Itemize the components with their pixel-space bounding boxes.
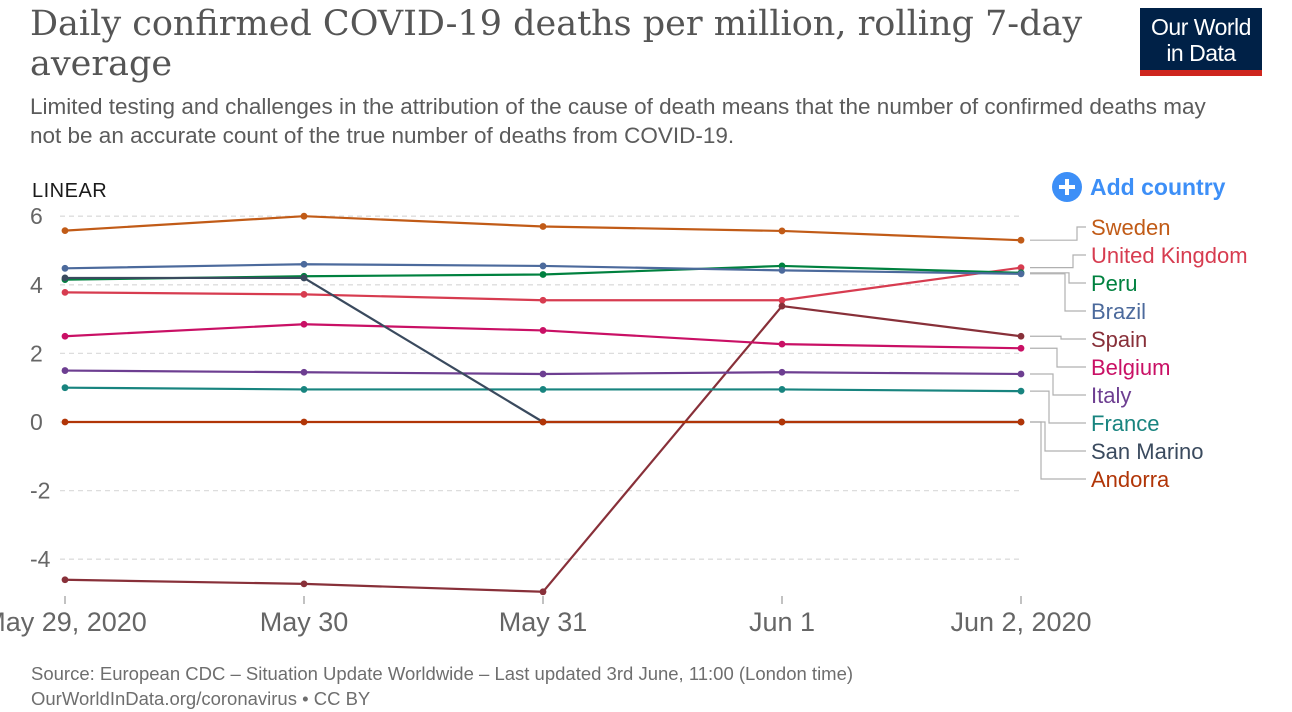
- legend-label: Italy: [1091, 383, 1131, 408]
- data-point: [1017, 370, 1025, 378]
- data-point: [539, 223, 547, 230]
- data-point: [61, 332, 69, 340]
- legend-connector: [1030, 226, 1086, 241]
- data-point: [61, 264, 69, 272]
- legend-label: Brazil: [1091, 299, 1146, 324]
- data-point: [539, 262, 547, 270]
- legend-connector: [1030, 421, 1086, 452]
- legend-label: Sweden: [1091, 215, 1171, 240]
- data-point: [778, 386, 786, 393]
- x-tick-label: May 29, 2020: [0, 607, 147, 637]
- series-line: [64, 304, 1022, 593]
- legend-label: Spain: [1091, 327, 1147, 352]
- data-point: [778, 296, 786, 304]
- data-point: [1017, 332, 1025, 340]
- data-point: [300, 320, 308, 328]
- y-tick-label: 0: [30, 409, 43, 435]
- plus-circle-icon: [1052, 172, 1082, 202]
- legend-label: Peru: [1091, 271, 1137, 296]
- data-point: [778, 302, 786, 310]
- logo-line-1: Our World: [1151, 14, 1251, 40]
- legend-connector: [1030, 390, 1086, 424]
- scale-toggle-button[interactable]: LINEAR: [32, 180, 108, 202]
- credit-link[interactable]: OurWorldInData.org/coronavirus • CC BY: [31, 688, 371, 709]
- data-point: [539, 370, 547, 378]
- data-point: [778, 368, 786, 376]
- data-point: [1017, 270, 1025, 278]
- data-point: [1017, 387, 1025, 395]
- data-point: [300, 580, 308, 588]
- chart-title: Daily confirmed COVID-19 deaths per mill…: [30, 4, 1083, 84]
- x-tick-label: Jun 2, 2020: [950, 607, 1091, 637]
- data-point: [1017, 344, 1025, 352]
- chart-subtitle: Limited testing and challenges in the at…: [30, 94, 1206, 148]
- data-point: [539, 327, 547, 334]
- legend-label: France: [1091, 411, 1159, 436]
- data-point: [778, 340, 786, 348]
- data-point: [300, 368, 308, 376]
- data-point: [539, 386, 547, 393]
- legend-connector: [1030, 273, 1086, 312]
- footer: Source: European CDC – Situation Update …: [31, 661, 853, 711]
- data-point: [300, 386, 308, 393]
- legend-connector: [1030, 254, 1086, 269]
- y-tick-label: -2: [30, 478, 50, 504]
- data-point: [300, 418, 308, 426]
- legend-connector: [1030, 421, 1086, 480]
- legend-connector: [1030, 335, 1086, 340]
- data-point: [61, 367, 69, 374]
- y-tick-label: 4: [30, 272, 43, 298]
- data-point: [539, 418, 547, 426]
- data-point: [1017, 418, 1025, 426]
- data-point: [61, 288, 69, 296]
- owid-logo[interactable]: Our World in Data: [1140, 8, 1262, 76]
- data-point: [778, 418, 786, 426]
- x-tick-label: Jun 1: [749, 607, 815, 637]
- y-tick-label: 2: [30, 340, 43, 366]
- data-point: [61, 576, 69, 584]
- data-point: [539, 588, 547, 596]
- x-tick-label: May 31: [499, 607, 588, 637]
- data-point: [300, 274, 308, 282]
- data-point: [300, 291, 308, 298]
- data-point: [61, 227, 69, 235]
- data-point: [539, 271, 547, 278]
- y-tick-label: 6: [30, 203, 43, 229]
- y-tick-label: -4: [30, 546, 51, 572]
- legend-label: Andorra: [1091, 467, 1170, 492]
- data-point: [778, 266, 786, 274]
- legend-label: United Kingdom: [1091, 243, 1248, 268]
- legend-label: Belgium: [1091, 355, 1170, 380]
- data-point: [61, 418, 69, 426]
- data-point: [300, 212, 308, 220]
- data-point: [1017, 264, 1025, 272]
- data-point: [61, 274, 69, 282]
- data-point: [1017, 236, 1025, 244]
- data-point: [539, 296, 547, 304]
- legend-connector: [1030, 373, 1086, 396]
- logo-line-2: in Data: [1166, 40, 1236, 66]
- add-country-button[interactable]: Add country: [1052, 172, 1225, 202]
- x-tick-label: May 30: [260, 607, 349, 637]
- legend-label: San Marino: [1091, 439, 1204, 464]
- source-note: Source: European CDC – Situation Update …: [31, 663, 854, 684]
- data-point: [300, 260, 308, 268]
- data-point: [778, 227, 786, 235]
- add-country-label: Add country: [1090, 173, 1226, 200]
- legend-connector: [1030, 347, 1086, 368]
- legend-connector: [1030, 272, 1086, 284]
- data-point: [61, 384, 69, 392]
